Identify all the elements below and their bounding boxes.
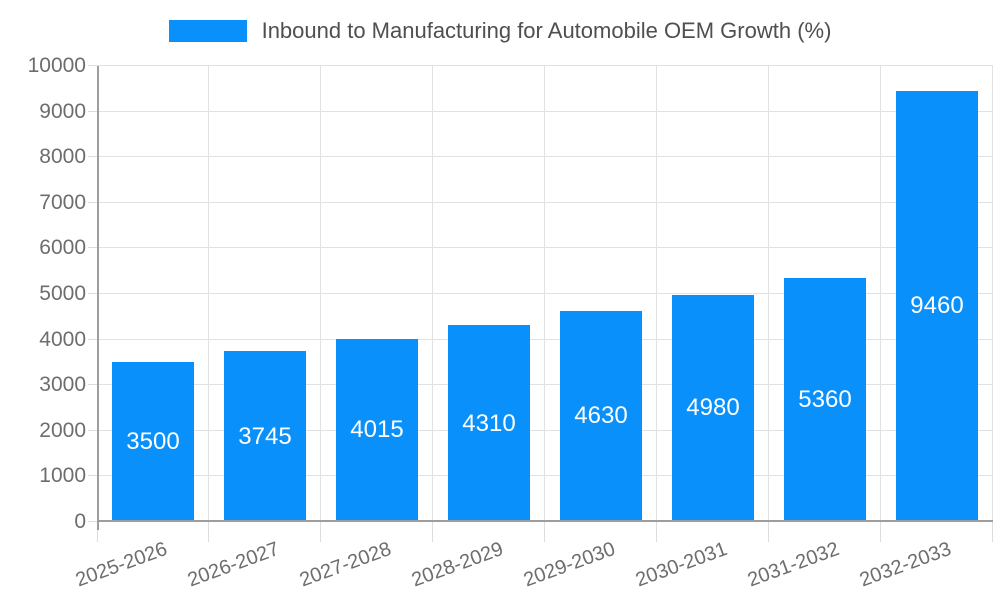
x-tick-label: 2031-2032 (745, 538, 843, 592)
y-tick-label: 5000 (39, 282, 86, 305)
x-tick-label: 2027-2028 (297, 538, 395, 592)
legend-label: Inbound to Manufacturing for Automobile … (261, 18, 832, 43)
gridline-vertical (320, 66, 321, 522)
y-axis-tick (88, 110, 97, 112)
x-axis-tick (208, 522, 209, 542)
y-axis-tick (88, 156, 97, 158)
y-axis-tick (88, 521, 97, 522)
x-axis-tick (320, 522, 321, 542)
bar: 9460 (896, 90, 978, 522)
gridline-horizontal (97, 384, 993, 386)
bar: 4310 (448, 325, 530, 522)
gridline-horizontal (97, 247, 993, 249)
y-axis-tick (88, 338, 97, 340)
plot-area: 3500 3745 4015 4310 4630 4980 5360 9460 (88, 65, 993, 542)
gridline-vertical (208, 66, 209, 522)
x-axis-tick (656, 522, 657, 542)
bar: 3745 (224, 351, 306, 522)
x-axis-tick (432, 522, 433, 542)
x-axis-tick (544, 522, 545, 542)
y-tick-label: 10000 (27, 54, 86, 77)
y-axis-tick (88, 201, 97, 203)
x-tick-label: 2028-2029 (409, 538, 507, 592)
x-tick-label: 2032-2033 (857, 538, 955, 592)
y-axis-tick (88, 429, 97, 431)
gridline-vertical (768, 66, 769, 522)
x-tick-label: 2025-2026 (73, 538, 171, 592)
bar-value-label: 9460 (910, 292, 964, 320)
gridline-vertical (432, 66, 433, 522)
x-axis-tick (768, 522, 769, 542)
y-axis-tick (88, 384, 97, 386)
x-tick-label: 2029-2030 (521, 538, 619, 592)
bar-value-label: 4015 (350, 416, 404, 444)
legend-swatch-icon (168, 20, 247, 42)
y-axis-line (97, 66, 99, 530)
bar-value-label: 5360 (798, 385, 852, 413)
gridline-horizontal (97, 65, 993, 66)
x-axis-tick (992, 522, 993, 542)
y-tick-label: 8000 (39, 145, 86, 169)
gridline-horizontal (97, 201, 993, 203)
bar-value-label: 3745 (238, 422, 292, 450)
bar: 4015 (336, 338, 418, 522)
gridline-horizontal (97, 293, 993, 294)
bar: 4630 (560, 310, 642, 522)
gridline-horizontal (97, 156, 993, 158)
gridline-vertical (544, 66, 545, 522)
y-axis-tick (88, 247, 97, 249)
bar-value-label: 4630 (574, 402, 628, 430)
y-tick-label: 3000 (39, 373, 86, 397)
x-tick-label: 2026-2027 (185, 538, 283, 592)
x-axis-tick (880, 522, 881, 542)
gridline-horizontal (97, 475, 993, 477)
y-tick-label: 2000 (39, 418, 86, 442)
bar-value-label: 4980 (686, 394, 740, 422)
legend: Inbound to Manufacturing for Automobile … (0, 18, 1000, 44)
bar: 4980 (672, 294, 754, 522)
gridline-vertical (880, 66, 881, 522)
gridline-vertical (656, 66, 657, 522)
x-axis-tick (97, 522, 98, 542)
bar: 3500 (112, 362, 194, 522)
y-tick-label: 4000 (39, 327, 86, 351)
y-tick-label: 9000 (39, 99, 86, 123)
y-axis-tick (88, 293, 97, 294)
x-tick-label: 2030-2031 (633, 538, 731, 592)
y-tick-label: 0 (74, 510, 86, 533)
bar-value-label: 4310 (462, 409, 516, 437)
y-tick-label: 1000 (39, 464, 86, 488)
y-axis-tick (88, 475, 97, 477)
gridline-horizontal (97, 429, 993, 431)
y-tick-label: 6000 (39, 236, 86, 260)
y-tick-label: 7000 (39, 190, 86, 214)
bar: 5360 (784, 277, 866, 522)
bar-value-label: 3500 (126, 428, 180, 456)
gridline-horizontal (97, 110, 993, 112)
y-axis-tick (88, 65, 97, 66)
gridline-vertical (992, 66, 993, 522)
x-axis-line (97, 520, 993, 522)
gridline-horizontal (97, 338, 993, 340)
